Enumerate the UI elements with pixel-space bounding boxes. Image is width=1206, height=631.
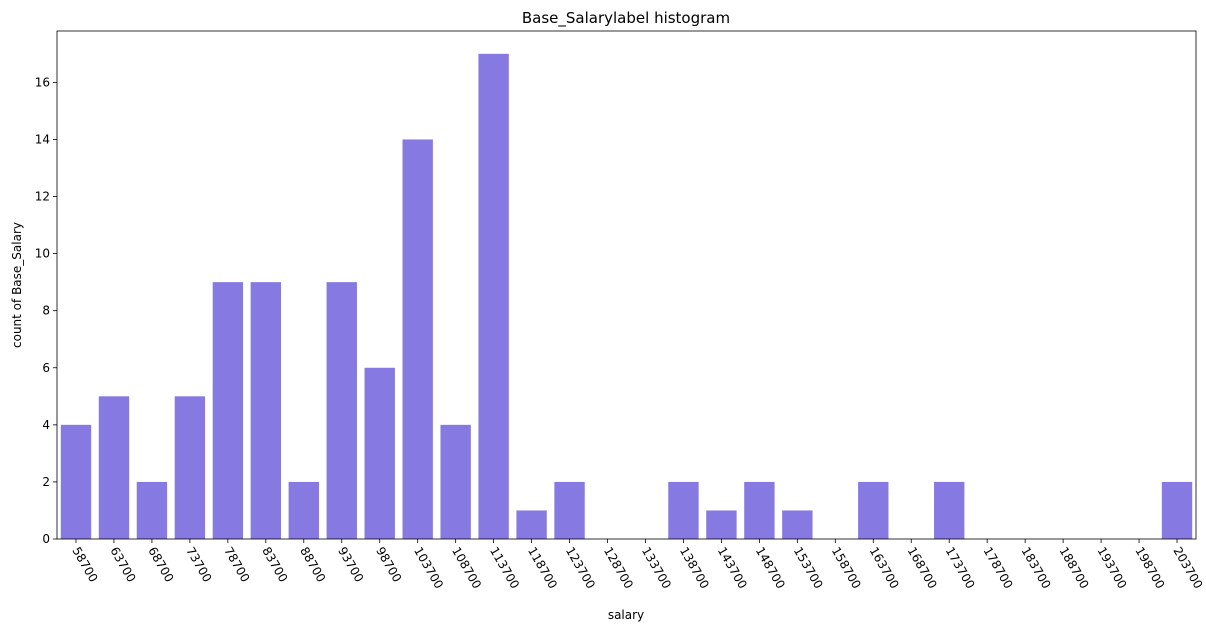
- x-tick-label: 178700: [981, 545, 1016, 592]
- x-tick-label: 158700: [829, 545, 864, 592]
- y-tick-label: 10: [35, 247, 50, 261]
- x-tick-label: 203700: [1170, 545, 1205, 592]
- x-tick-label: 118700: [525, 545, 560, 592]
- bar-143700: [706, 510, 737, 539]
- x-tick-label: 93700: [335, 545, 366, 585]
- bar-108700: [440, 424, 471, 539]
- bar-148700: [744, 481, 775, 539]
- x-tick-label: 193700: [1094, 545, 1129, 592]
- y-tick-label: 4: [42, 418, 50, 432]
- x-tick-label: 78700: [221, 545, 252, 585]
- y-tick-label: 12: [35, 190, 50, 204]
- x-tick-label: 153700: [791, 545, 826, 592]
- bar-68700: [136, 481, 168, 539]
- x-tick-label: 183700: [1019, 545, 1054, 592]
- bar-203700: [1161, 481, 1193, 539]
- x-tick-label: 83700: [259, 545, 290, 585]
- y-axis-label: count of Base_Salary: [10, 222, 24, 348]
- x-tick-label: 108700: [449, 545, 484, 592]
- x-tick-label: 168700: [905, 545, 940, 592]
- bar-83700: [250, 282, 282, 539]
- bar-118700: [516, 510, 547, 539]
- y-axis: 0 2 4 6 8 10 12 14 16: [35, 75, 57, 546]
- x-tick-label: 163700: [867, 545, 902, 592]
- y-tick-label: 2: [42, 475, 50, 489]
- bar-113700: [478, 53, 509, 540]
- x-axis: 58700 63700 68700 73700 78700 83700 88700 93700…: [69, 539, 1205, 591]
- bar-88700: [288, 481, 319, 539]
- y-tick-label: 16: [35, 75, 50, 89]
- y-tick-label: 6: [42, 361, 50, 375]
- chart-title: Base_Salarylabel histogram: [522, 9, 730, 28]
- bar-103700: [402, 139, 433, 539]
- bar-78700: [212, 282, 244, 539]
- x-tick-label: 143700: [715, 545, 750, 592]
- y-tick-label: 14: [35, 132, 50, 146]
- x-tick-label: 128700: [601, 545, 636, 592]
- y-tick-label: 8: [42, 304, 50, 318]
- bar-58700: [60, 424, 92, 539]
- x-tick-label: 138700: [677, 545, 712, 592]
- x-tick-label: 113700: [487, 545, 522, 592]
- x-tick-label: 88700: [297, 545, 328, 585]
- bar-73700: [174, 396, 206, 539]
- y-tick-label: 0: [42, 532, 50, 546]
- x-tick-label: 173700: [943, 545, 978, 592]
- x-tick-label: 133700: [639, 545, 674, 592]
- x-tick-label: 98700: [373, 545, 404, 585]
- bar-173700: [934, 481, 965, 539]
- bar-138700: [668, 481, 699, 539]
- bar-123700: [554, 481, 585, 539]
- x-tick-label: 123700: [563, 545, 598, 592]
- x-tick-label: 68700: [145, 545, 176, 585]
- bar-163700: [858, 481, 889, 539]
- bar-98700: [364, 367, 395, 539]
- x-tick-label: 188700: [1057, 545, 1092, 592]
- x-axis-label: salary: [608, 608, 644, 622]
- bars-group: [60, 53, 1193, 540]
- bar-93700: [326, 282, 357, 539]
- x-tick-label: 58700: [69, 545, 100, 585]
- x-tick-label: 198700: [1132, 545, 1167, 592]
- bar-153700: [782, 510, 813, 539]
- x-tick-label: 103700: [411, 545, 446, 592]
- bar-63700: [98, 396, 130, 539]
- x-tick-label: 63700: [107, 545, 138, 585]
- x-tick-label: 73700: [183, 545, 214, 585]
- x-tick-label: 148700: [753, 545, 788, 592]
- plot-frame: [56, 30, 1197, 540]
